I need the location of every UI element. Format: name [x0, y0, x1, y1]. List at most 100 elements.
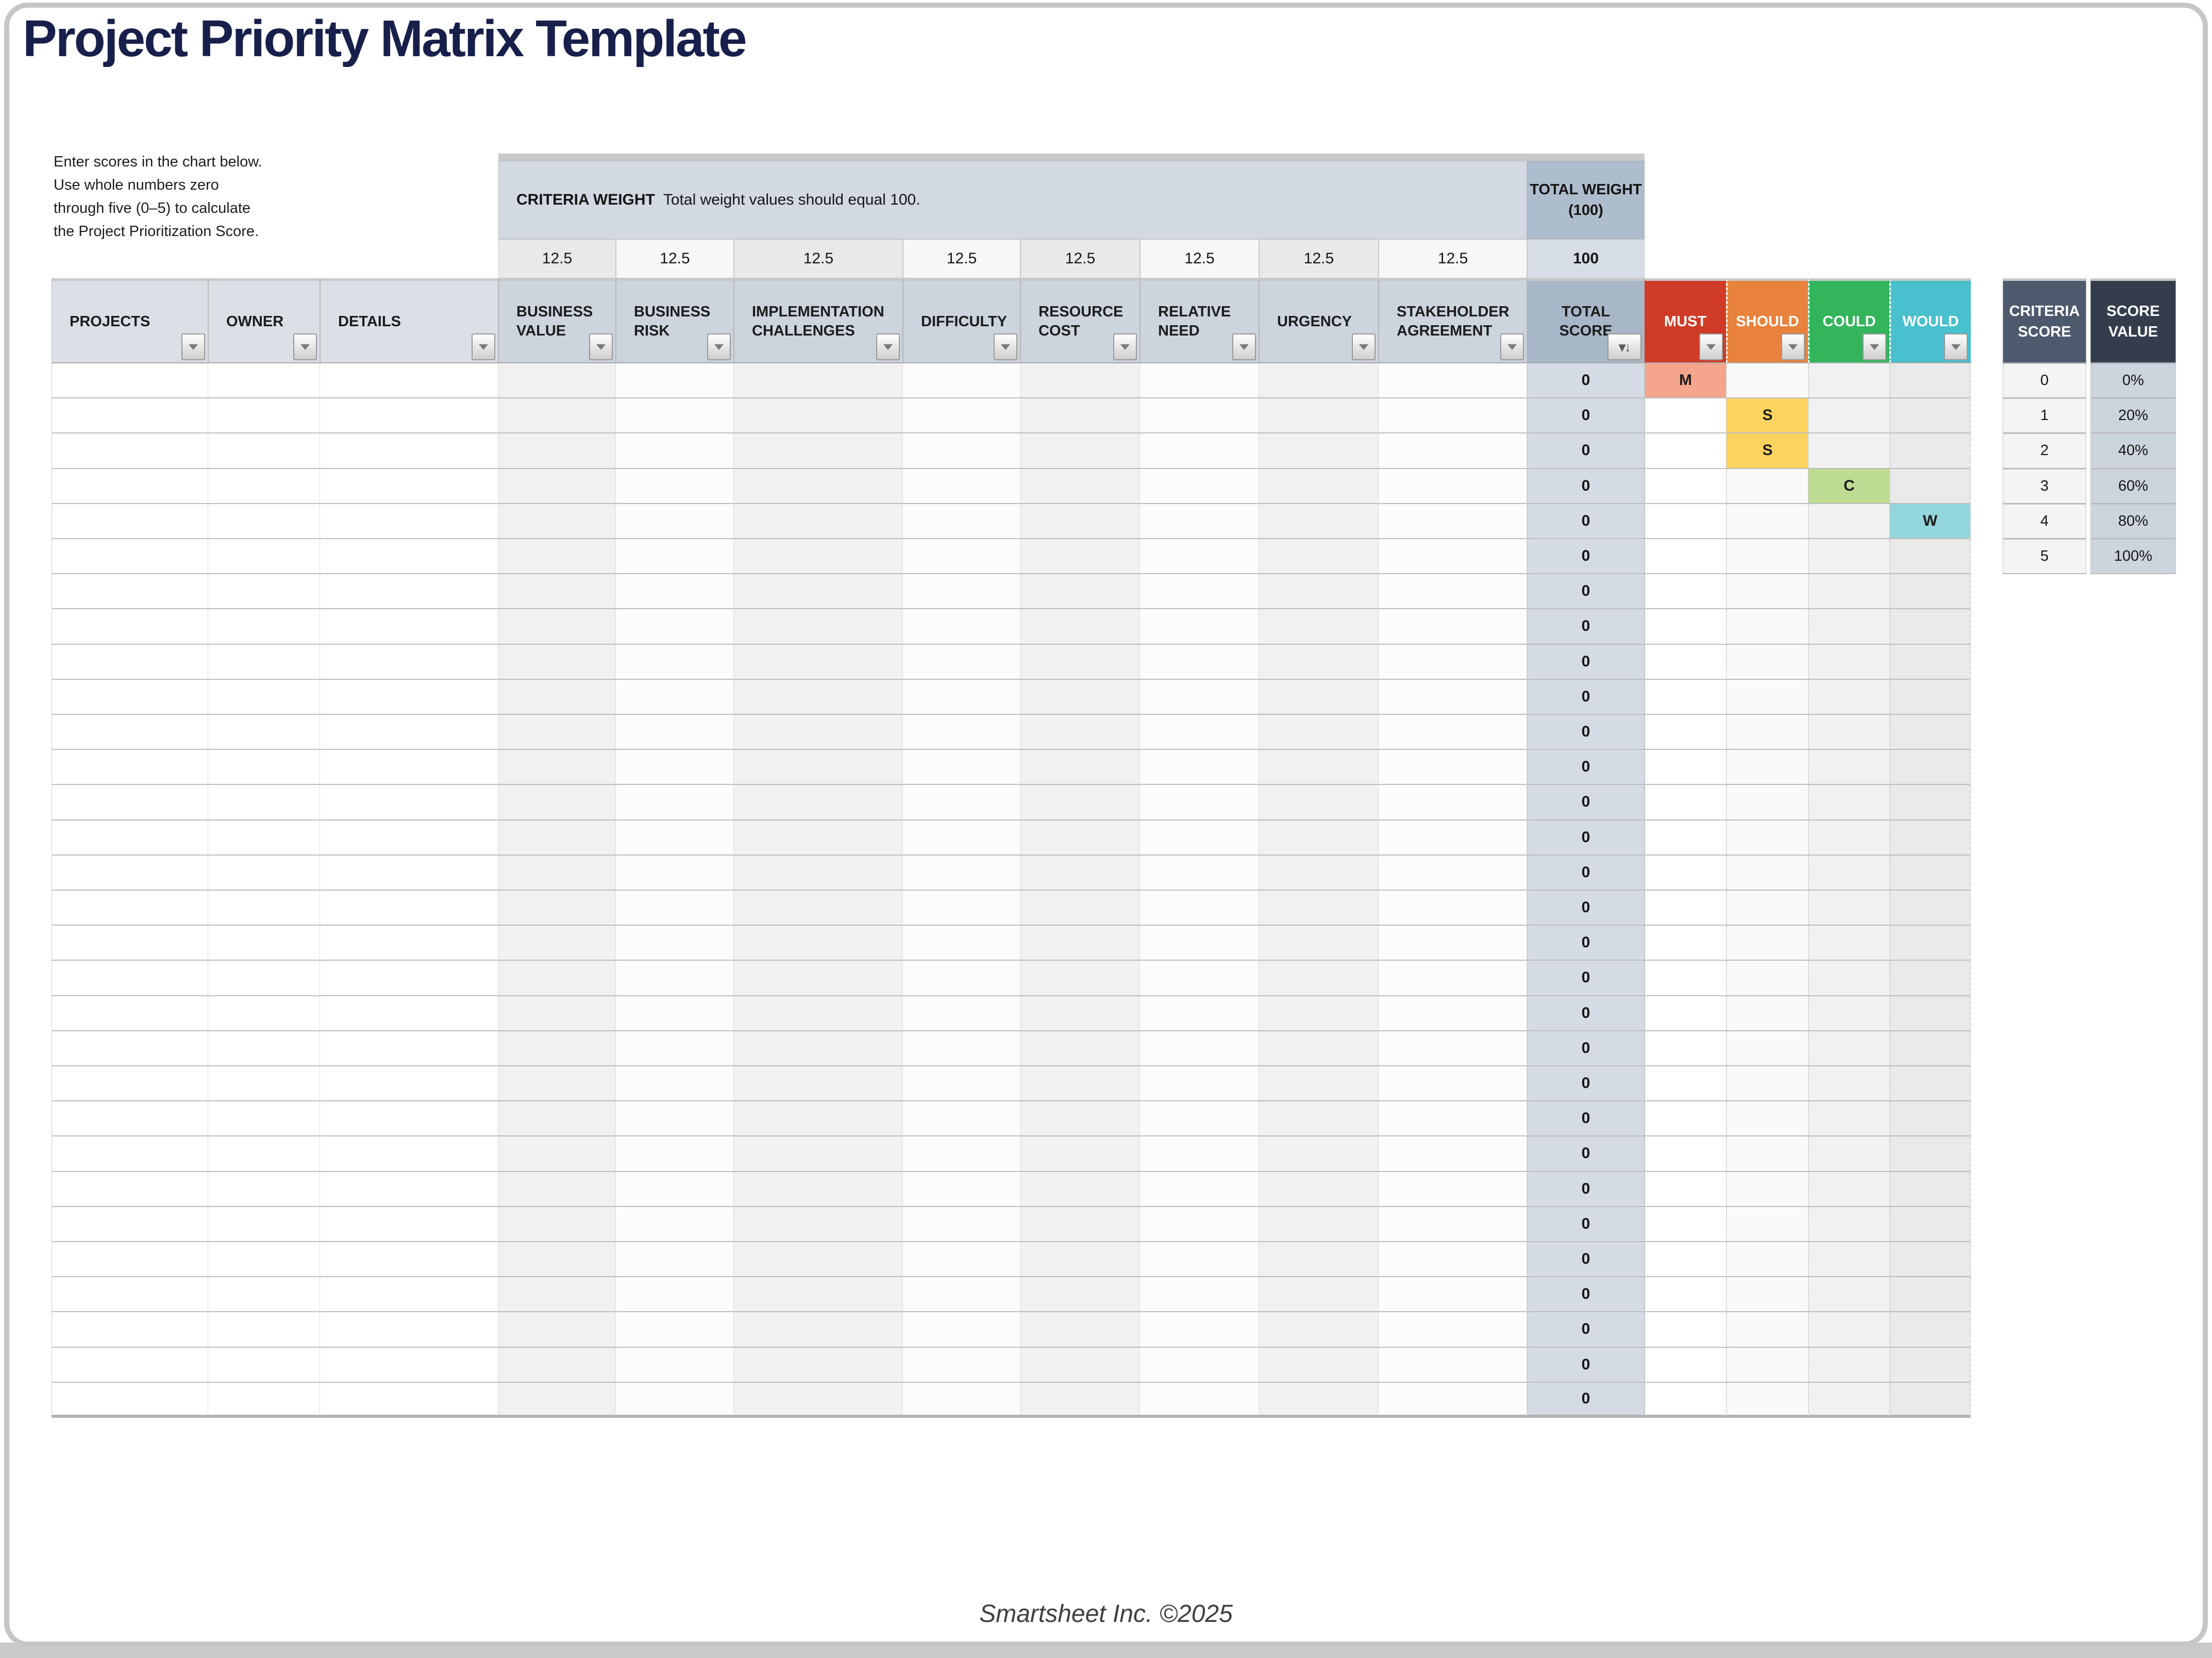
cell-difficulty-row22[interactable] — [903, 1101, 1020, 1137]
cell-business_value-row18[interactable] — [498, 961, 616, 996]
cell-difficulty-row19[interactable] — [903, 996, 1020, 1031]
cell-stakeholder_agreement-row19[interactable] — [1379, 996, 1527, 1031]
cell-should-row1[interactable] — [1726, 363, 1808, 399]
header-cell-stakeholder_agreement[interactable]: STAKEHOLDER AGREEMENT — [1379, 278, 1527, 363]
cell-resource_cost-row25[interactable] — [1020, 1207, 1140, 1242]
cell-could-row13[interactable] — [1808, 785, 1889, 820]
cell-owner-row19[interactable] — [208, 996, 320, 1031]
cell-total_score-row23[interactable]: 0 — [1527, 1136, 1645, 1172]
cell-urgency-row18[interactable] — [1259, 961, 1379, 996]
cell-difficulty-row1[interactable] — [903, 363, 1020, 399]
cell-would-row2[interactable] — [1889, 398, 1971, 434]
cell-should-row13[interactable] — [1726, 785, 1808, 820]
cell-difficulty-row8[interactable] — [903, 609, 1020, 645]
cell-urgency-row29[interactable] — [1259, 1347, 1379, 1383]
cell-stakeholder_agreement-row20[interactable] — [1379, 1031, 1527, 1066]
cell-owner-row5[interactable] — [208, 504, 320, 539]
cell-total_score-row21[interactable]: 0 — [1527, 1066, 1645, 1102]
cell-resource_cost-row12[interactable] — [1020, 750, 1140, 785]
cell-urgency-row2[interactable] — [1259, 398, 1379, 434]
cell-business_value-row15[interactable] — [498, 855, 616, 891]
cell-relative_need-row18[interactable] — [1140, 961, 1259, 996]
cell-details-row18[interactable] — [320, 961, 498, 996]
cell-implementation_challenges-row22[interactable] — [734, 1101, 903, 1137]
cell-owner-row8[interactable] — [208, 609, 320, 645]
cell-implementation_challenges-row21[interactable] — [734, 1066, 903, 1102]
cell-details-row24[interactable] — [320, 1171, 498, 1207]
cell-relative_need-row3[interactable] — [1140, 433, 1259, 469]
cell-would-row12[interactable] — [1889, 750, 1971, 785]
cell-would-row21[interactable] — [1889, 1066, 1971, 1102]
cell-could-row21[interactable] — [1808, 1066, 1889, 1102]
filter-dropdown-button-could[interactable] — [1863, 333, 1886, 360]
cell-urgency-row10[interactable] — [1259, 679, 1379, 715]
cell-urgency-row27[interactable] — [1259, 1277, 1379, 1313]
cell-total_score-row13[interactable]: 0 — [1527, 785, 1645, 820]
cell-owner-row9[interactable] — [208, 644, 320, 680]
cell-owner-row26[interactable] — [208, 1242, 320, 1278]
cell-difficulty-row16[interactable] — [903, 891, 1020, 926]
cell-resource_cost-row13[interactable] — [1020, 785, 1140, 820]
cell-relative_need-row12[interactable] — [1140, 750, 1259, 785]
cell-must-row15[interactable] — [1645, 855, 1726, 891]
cell-implementation_challenges-row1[interactable] — [734, 363, 903, 399]
cell-business_value-row2[interactable] — [498, 398, 616, 434]
cell-could-row25[interactable] — [1808, 1207, 1889, 1242]
cell-business_risk-row23[interactable] — [616, 1136, 734, 1172]
cell-implementation_challenges-row13[interactable] — [734, 785, 903, 820]
cell-implementation_challenges-row24[interactable] — [734, 1171, 903, 1207]
cell-difficulty-row2[interactable] — [903, 398, 1020, 434]
cell-stakeholder_agreement-row24[interactable] — [1379, 1171, 1527, 1207]
cell-must-row16[interactable] — [1645, 891, 1726, 926]
sort-descending-button-total_score[interactable]: ▾↓ — [1607, 333, 1641, 360]
cell-stakeholder_agreement-row5[interactable] — [1379, 504, 1527, 539]
cell-urgency-row6[interactable] — [1259, 539, 1379, 575]
cell-business_value-row21[interactable] — [498, 1066, 616, 1102]
cell-owner-row21[interactable] — [208, 1066, 320, 1102]
cell-urgency-row25[interactable] — [1259, 1207, 1379, 1242]
cell-would-row17[interactable] — [1889, 926, 1971, 961]
cell-urgency-row21[interactable] — [1259, 1066, 1379, 1102]
cell-implementation_challenges-row2[interactable] — [734, 398, 903, 434]
cell-urgency-row9[interactable] — [1259, 644, 1379, 680]
cell-relative_need-row27[interactable] — [1140, 1277, 1259, 1313]
cell-implementation_challenges-row25[interactable] — [734, 1207, 903, 1242]
cell-business_value-row6[interactable] — [498, 539, 616, 575]
cell-should-row14[interactable] — [1726, 820, 1808, 856]
cell-owner-row18[interactable] — [208, 961, 320, 996]
cell-must-row3[interactable] — [1645, 433, 1726, 469]
cell-business_value-row17[interactable] — [498, 926, 616, 961]
cell-could-row8[interactable] — [1808, 609, 1889, 645]
cell-business_risk-row9[interactable] — [616, 644, 734, 680]
cell-should-row12[interactable] — [1726, 750, 1808, 785]
cell-relative_need-row21[interactable] — [1140, 1066, 1259, 1102]
cell-relative_need-row16[interactable] — [1140, 891, 1259, 926]
cell-business_value-row28[interactable] — [498, 1312, 616, 1348]
cell-relative_need-row10[interactable] — [1140, 679, 1259, 715]
cell-could-row29[interactable] — [1808, 1347, 1889, 1383]
cell-should-row4[interactable] — [1726, 468, 1808, 504]
cell-projects-row9[interactable] — [52, 644, 208, 680]
moscow-tag-cell-would-row5[interactable]: W — [1889, 504, 1971, 539]
cell-total_score-row19[interactable]: 0 — [1527, 996, 1645, 1031]
cell-resource_cost-row27[interactable] — [1020, 1277, 1140, 1313]
cell-details-row12[interactable] — [320, 750, 498, 785]
cell-would-row4[interactable] — [1889, 468, 1971, 504]
cell-projects-row5[interactable] — [52, 504, 208, 539]
weight-cell-relative_need[interactable]: 12.5 — [1140, 239, 1259, 278]
cell-relative_need-row2[interactable] — [1140, 398, 1259, 434]
cell-implementation_challenges-row28[interactable] — [734, 1312, 903, 1348]
cell-details-row20[interactable] — [320, 1031, 498, 1066]
cell-should-row19[interactable] — [1726, 996, 1808, 1031]
cell-resource_cost-row19[interactable] — [1020, 996, 1140, 1031]
cell-projects-row19[interactable] — [52, 996, 208, 1031]
header-cell-owner[interactable]: OWNER — [208, 278, 320, 363]
cell-resource_cost-row17[interactable] — [1020, 926, 1140, 961]
cell-must-row17[interactable] — [1645, 926, 1726, 961]
cell-stakeholder_agreement-row9[interactable] — [1379, 644, 1527, 680]
cell-implementation_challenges-row12[interactable] — [734, 750, 903, 785]
cell-stakeholder_agreement-row21[interactable] — [1379, 1066, 1527, 1102]
cell-total_score-row16[interactable]: 0 — [1527, 891, 1645, 926]
cell-must-row25[interactable] — [1645, 1207, 1726, 1242]
cell-business_value-row13[interactable] — [498, 785, 616, 820]
